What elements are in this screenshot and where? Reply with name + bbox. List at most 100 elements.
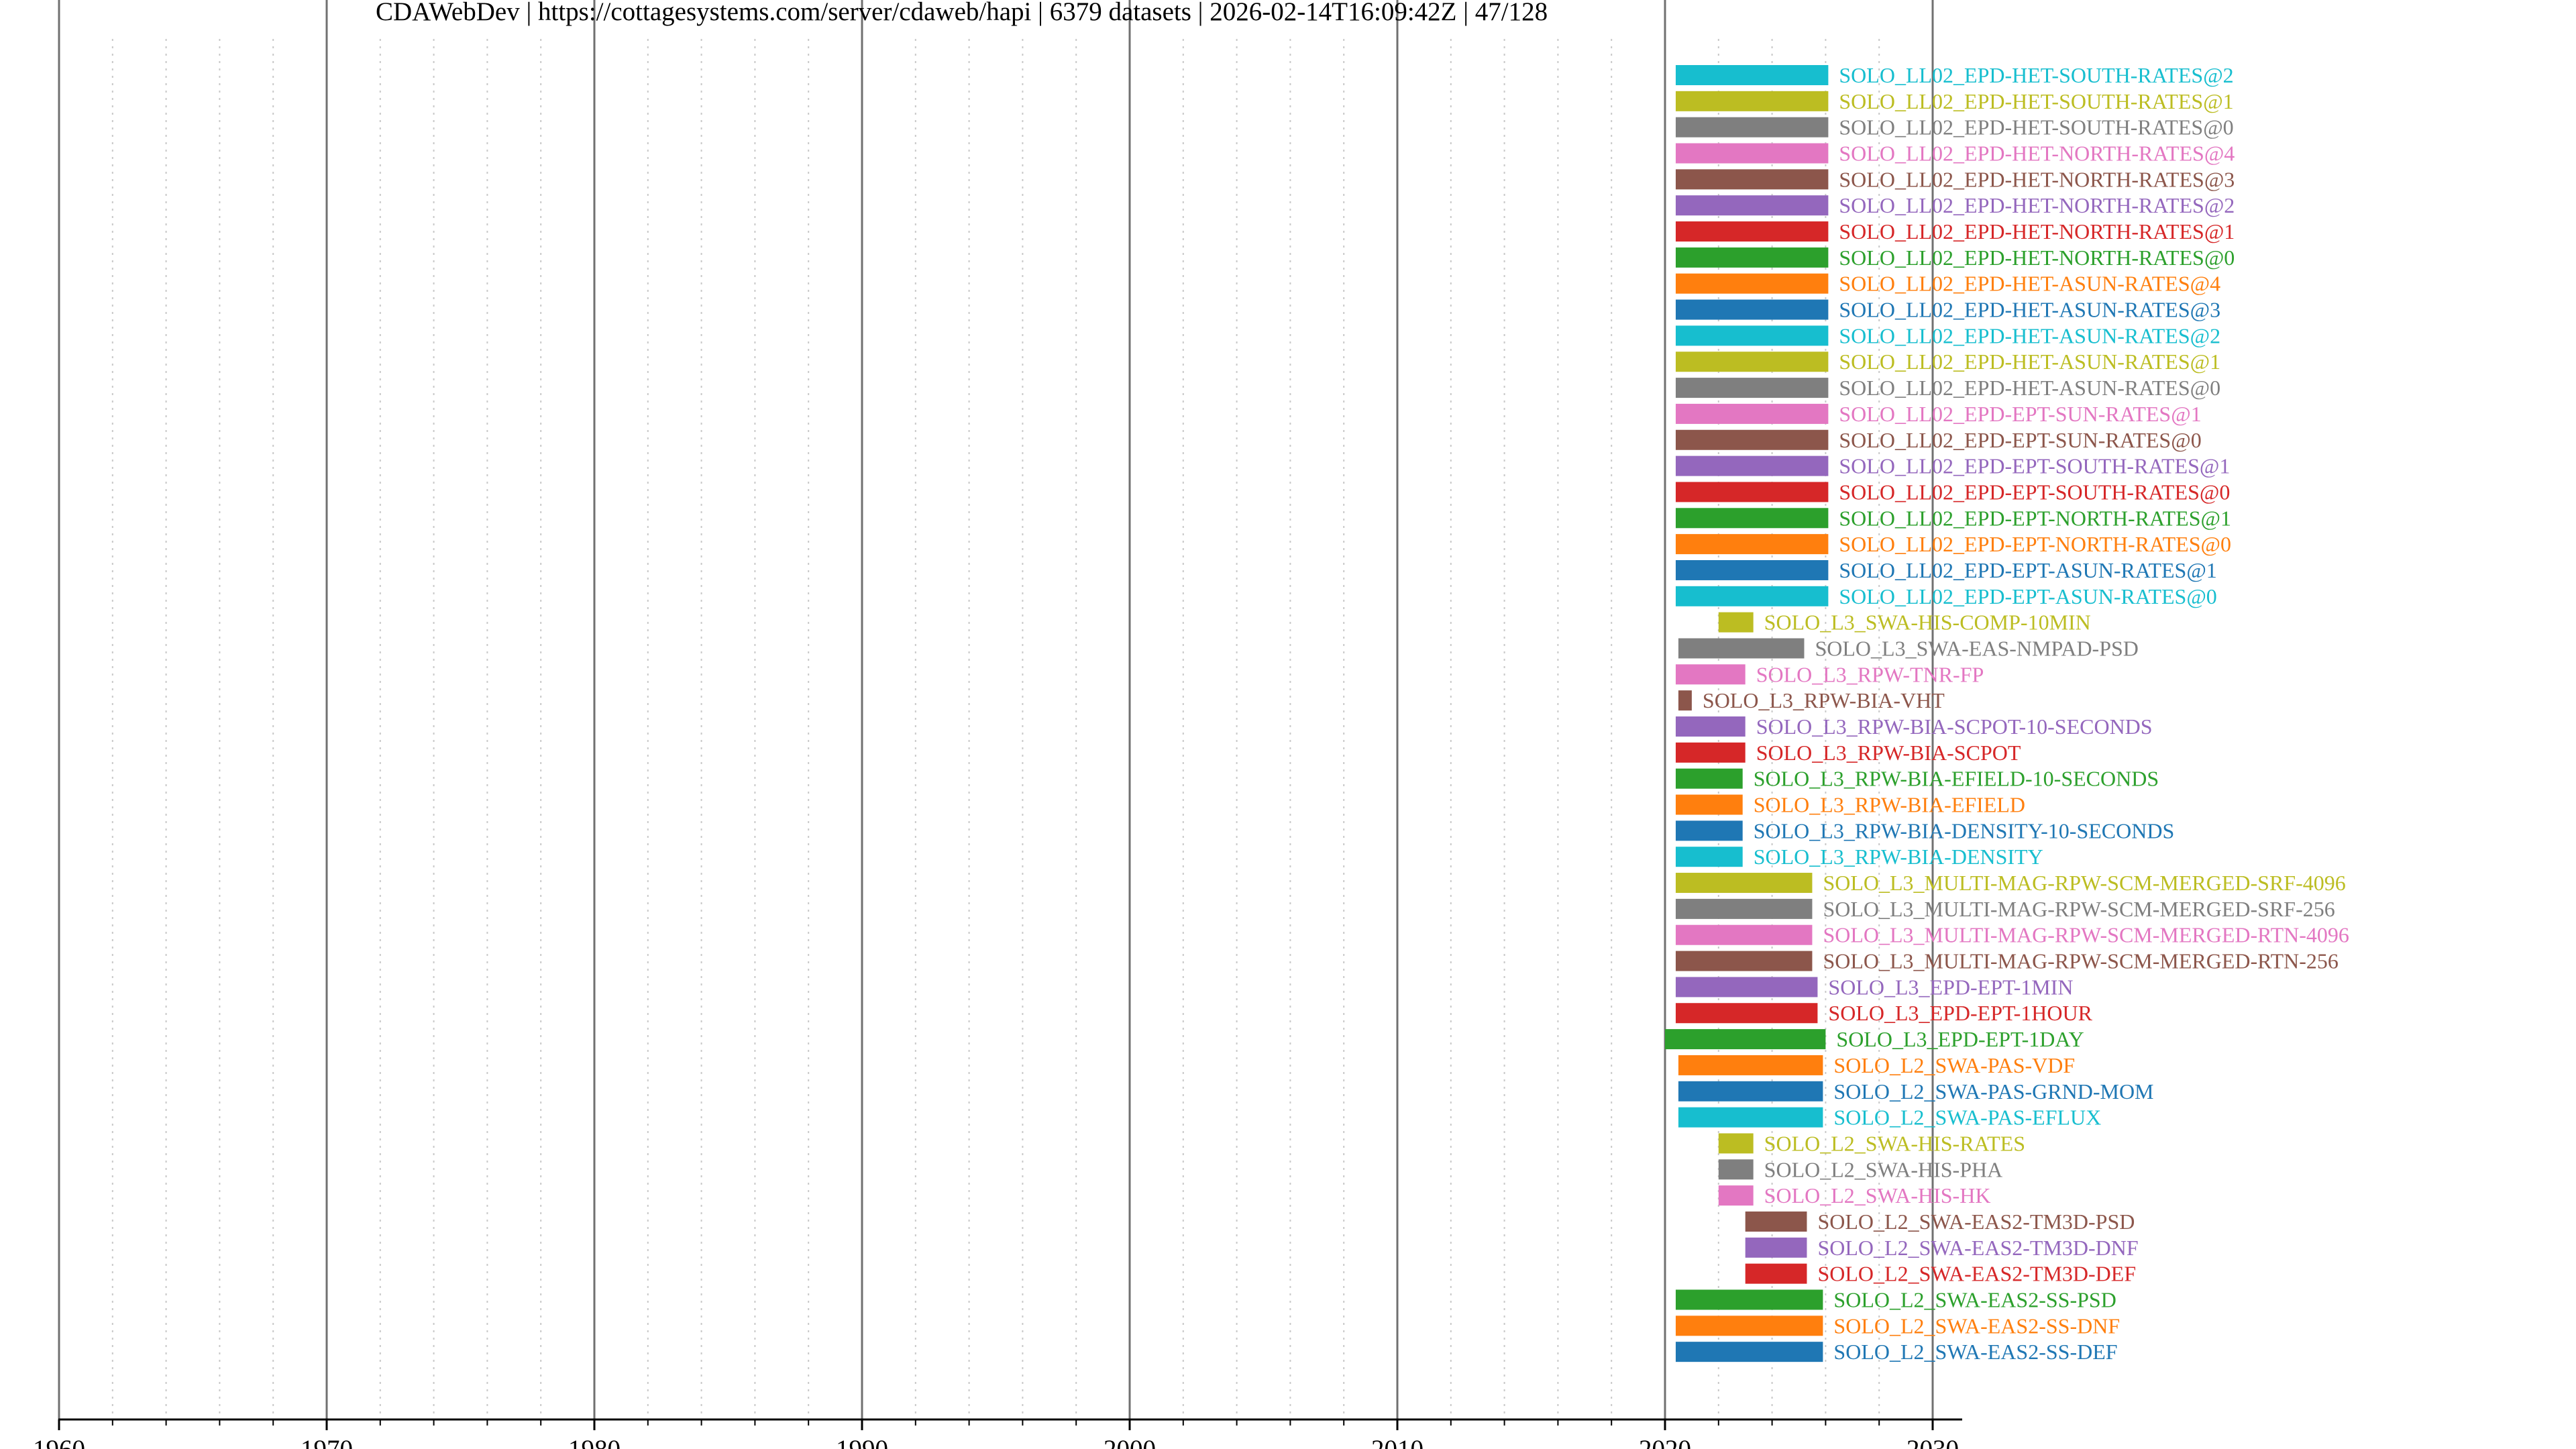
dataset-label: SOLO_LL02_EPD-HET-SOUTH-RATES@2 xyxy=(1839,63,2233,87)
x-tick-label: 2030 xyxy=(1907,1435,1959,1449)
dataset-label: SOLO_L2_SWA-HIS-PHA xyxy=(1764,1157,2003,1181)
dataset-label: SOLO_L2_SWA-PAS-GRND-MOM xyxy=(1833,1079,2153,1104)
dataset-bar xyxy=(1678,1107,1823,1128)
dataset-label: SOLO_LL02_EPD-HET-ASUN-RATES@0 xyxy=(1839,376,2220,400)
dataset-bar xyxy=(1675,559,1829,580)
dataset-bar xyxy=(1675,794,1743,815)
dataset-bar xyxy=(1675,1289,1823,1310)
dataset-bar xyxy=(1675,951,1813,971)
dataset-bar xyxy=(1675,1003,1818,1024)
dataset-label: SOLO_LL02_EPD-EPT-SOUTH-RATES@1 xyxy=(1839,454,2230,478)
dataset-label: SOLO_LL02_EPD-EPT-ASUN-RATES@1 xyxy=(1839,558,2216,582)
dataset-label: SOLO_L3_RPW-TNR-FP xyxy=(1756,662,1984,686)
dataset-bar xyxy=(1675,195,1829,216)
dataset-label: SOLO_L2_SWA-EAS2-SS-DEF xyxy=(1833,1340,2117,1364)
dataset-bar xyxy=(1678,638,1805,659)
dataset-label: SOLO_L3_RPW-BIA-VHT xyxy=(1703,688,1945,712)
dataset-bar xyxy=(1675,820,1743,841)
dataset-label: SOLO_L3_MULTI-MAG-RPW-SCM-MERGED-SRF-409… xyxy=(1823,871,2345,895)
x-axis-ticks: 1960 1970 1980 1990 2000 2010 2020 2030 xyxy=(33,1419,1959,1449)
dataset-label: SOLO_L3_EPD-EPT-1DAY xyxy=(1836,1027,2084,1051)
dataset-bar xyxy=(1678,1081,1823,1102)
dataset-label: SOLO_L2_SWA-EAS2-TM3D-DNF xyxy=(1817,1236,2138,1260)
dataset-label: SOLO_LL02_EPD-EPT-SUN-RATES@0 xyxy=(1839,428,2201,452)
dataset-label: SOLO_L3_MULTI-MAG-RPW-SCM-MERGED-SRF-256 xyxy=(1823,897,2334,921)
dataset-bar xyxy=(1675,847,1743,867)
dataset-label: SOLO_L2_SWA-EAS2-TM3D-PSD xyxy=(1817,1210,2135,1234)
dataset-bar xyxy=(1675,873,1813,894)
dataset-bar xyxy=(1718,1185,1754,1206)
dataset-label: SOLO_LL02_EPD-EPT-NORTH-RATES@0 xyxy=(1839,532,2231,556)
dataset-label: SOLO_L3_RPW-BIA-SCPOT-10-SECONDS xyxy=(1756,714,2153,739)
dataset-bar xyxy=(1678,690,1692,711)
dataset-label: SOLO_L3_RPW-BIA-DENSITY-10-SECONDS xyxy=(1754,818,2175,843)
dataset-label: SOLO_LL02_EPD-HET-NORTH-RATES@4 xyxy=(1839,142,2235,166)
x-tick-label: 2000 xyxy=(1104,1435,1156,1449)
dataset-bar xyxy=(1675,664,1746,685)
dataset-bar xyxy=(1675,534,1829,555)
dataset-label: SOLO_L2_SWA-HIS-RATES xyxy=(1764,1131,2025,1155)
dataset-bar xyxy=(1675,482,1829,502)
dataset-bar xyxy=(1675,742,1746,763)
dataset-bar xyxy=(1675,91,1829,111)
dataset-label: SOLO_L2_SWA-PAS-EFLUX xyxy=(1833,1106,2101,1130)
dataset-bar xyxy=(1745,1237,1807,1258)
dataset-label: SOLO_LL02_EPD-HET-NORTH-RATES@0 xyxy=(1839,246,2235,270)
minor-grid xyxy=(111,39,1880,1419)
dataset-bar xyxy=(1665,1029,1826,1050)
dataset-bar xyxy=(1675,299,1829,320)
x-tick-label: 1990 xyxy=(836,1435,888,1449)
dataset-bar xyxy=(1675,455,1829,476)
dataset-bar xyxy=(1675,508,1829,529)
dataset-label: SOLO_LL02_EPD-EPT-NORTH-RATES@1 xyxy=(1839,506,2231,530)
dataset-bar xyxy=(1675,378,1829,398)
dataset-bar xyxy=(1675,429,1829,450)
major-grid xyxy=(58,0,1934,1419)
dataset-label: SOLO_LL02_EPD-HET-NORTH-RATES@2 xyxy=(1839,193,2235,217)
dataset-label: SOLO_L2_SWA-EAS2-TM3D-DEF xyxy=(1817,1262,2136,1286)
dataset-label: SOLO_L2_SWA-EAS2-SS-DNF xyxy=(1833,1313,2120,1338)
dataset-label: SOLO_L3_RPW-BIA-EFIELD xyxy=(1754,793,2025,817)
dataset-label: SOLO_L3_MULTI-MAG-RPW-SCM-MERGED-RTN-256 xyxy=(1823,949,2338,973)
dataset-bar xyxy=(1718,1159,1754,1180)
dataset-bar xyxy=(1678,1055,1823,1075)
bars-group xyxy=(1665,65,1829,1362)
dataset-bar xyxy=(1675,325,1829,346)
dataset-bar xyxy=(1675,221,1829,242)
dataset-label: SOLO_LL02_EPD-HET-NORTH-RATES@1 xyxy=(1839,219,2235,244)
x-tick-label: 2010 xyxy=(1371,1435,1424,1449)
dataset-bar xyxy=(1675,924,1813,945)
chart-title: CDAWebDev | https://cottagesystems.com/s… xyxy=(376,0,1548,26)
dataset-label: SOLO_LL02_EPD-HET-SOUTH-RATES@1 xyxy=(1839,89,2233,113)
dataset-bar xyxy=(1745,1211,1807,1232)
dataset-label: SOLO_L2_SWA-HIS-HK xyxy=(1764,1183,1991,1208)
dataset-label: SOLO_L3_SWA-HIS-COMP-10MIN xyxy=(1764,610,2091,635)
dataset-label: SOLO_LL02_EPD-HET-ASUN-RATES@4 xyxy=(1839,272,2220,296)
dataset-label: SOLO_L2_SWA-PAS-VDF xyxy=(1833,1053,2075,1077)
dataset-label: SOLO_L3_MULTI-MAG-RPW-SCM-MERGED-RTN-409… xyxy=(1823,923,2349,947)
dataset-label: SOLO_LL02_EPD-HET-NORTH-RATES@3 xyxy=(1839,167,2235,191)
dataset-label: SOLO_LL02_EPD-HET-ASUN-RATES@1 xyxy=(1839,350,2220,374)
dataset-label: SOLO_L3_SWA-EAS-NMPAD-PSD xyxy=(1815,636,2138,660)
dataset-bar xyxy=(1675,716,1746,737)
dataset-bar xyxy=(1675,586,1829,606)
dataset-bar xyxy=(1675,1316,1823,1336)
dataset-bar xyxy=(1675,247,1829,268)
dataset-bar xyxy=(1718,1133,1754,1154)
bar-labels-group: SOLO_LL02_EPD-HET-SOUTH-RATES@2SOLO_LL02… xyxy=(1703,63,2349,1364)
dataset-bar xyxy=(1675,273,1829,294)
x-tick-label: 1980 xyxy=(568,1435,621,1449)
dataset-bar xyxy=(1675,143,1829,164)
dataset-bar xyxy=(1675,1342,1823,1362)
x-tick-label: 1960 xyxy=(33,1435,85,1449)
dataset-label: SOLO_LL02_EPD-HET-ASUN-RATES@3 xyxy=(1839,298,2220,322)
dataset-bar xyxy=(1675,768,1743,789)
dataset-label: SOLO_L3_RPW-BIA-EFIELD-10-SECONDS xyxy=(1754,767,2159,791)
dataset-label: SOLO_L3_EPD-EPT-1HOUR xyxy=(1828,1001,2092,1025)
dataset-label: SOLO_LL02_EPD-EPT-ASUN-RATES@0 xyxy=(1839,584,2216,608)
dataset-bar xyxy=(1675,117,1829,138)
dataset-bar xyxy=(1718,612,1754,633)
dataset-label: SOLO_L3_RPW-BIA-DENSITY xyxy=(1754,845,2043,869)
dataset-label: SOLO_LL02_EPD-HET-SOUTH-RATES@0 xyxy=(1839,115,2233,140)
